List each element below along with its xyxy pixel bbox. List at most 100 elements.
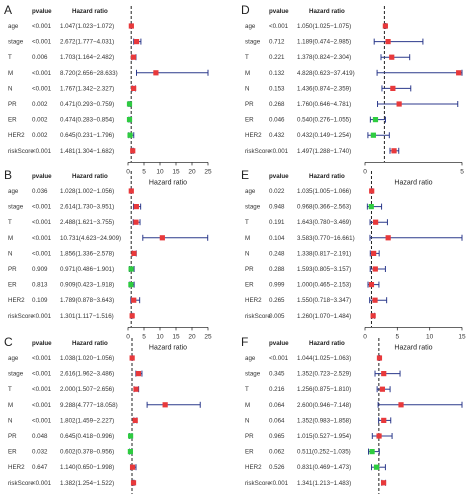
variable-label: age [245, 355, 256, 362]
pvalue-label: 0.813 [32, 282, 48, 289]
hazard-ratio-header: Hazard ratio [72, 173, 108, 180]
pvalue-label: <0.001 [32, 148, 52, 155]
x-tick-label: 0 [363, 168, 367, 175]
pvalue-header: pvalue [32, 173, 52, 180]
pvalue-label: <0.001 [32, 313, 52, 320]
variable-label: riskScore [245, 313, 271, 320]
hr-ci-label: 1.028(1.002−1.056) [60, 188, 114, 195]
x-tick-label: 5 [460, 168, 464, 175]
hr-ci-label: 0.540(0.276−1.055) [297, 117, 351, 124]
hr-marker [128, 188, 134, 194]
panel-letter: A [4, 3, 12, 17]
hr-marker [370, 313, 376, 319]
x-axis-title: Hazard ratio [149, 179, 187, 186]
hr-marker [131, 250, 137, 256]
x-tick-label: 0 [363, 333, 367, 340]
x-axis-title: Hazard ratio [394, 344, 432, 351]
hr-ci-label: 4.828(0.623−37.419) [297, 70, 355, 77]
variable-label: ER [245, 117, 254, 124]
hr-ci-label: 0.645(0.418−0.996) [60, 433, 114, 440]
hr-marker [133, 219, 139, 225]
variable-label: age [8, 23, 19, 30]
pvalue-label: 0.104 [269, 235, 285, 242]
pvalue-label: <0.001 [32, 85, 52, 92]
variable-label: PR [8, 101, 17, 108]
hr-marker [126, 117, 133, 123]
variable-label: M [8, 70, 13, 77]
hr-ci-label: 1.352(0.723−2.529) [297, 371, 351, 378]
hr-marker [456, 70, 462, 76]
hr-ci-label: 2.614(1.730−3.951) [60, 204, 114, 211]
hr-marker [128, 282, 134, 288]
hr-ci-label: 1.260(1.070−1.484) [297, 313, 351, 320]
hazard-ratio-header: Hazard ratio [72, 340, 108, 347]
hr-ci-label: 1.352(0.983−1.858) [297, 417, 351, 424]
panel-letter: C [4, 335, 13, 349]
variable-label: stage [245, 39, 261, 46]
variable-label: M [245, 70, 250, 77]
variable-label: ER [8, 449, 17, 456]
hr-marker [391, 148, 397, 154]
pvalue-label: 0.265 [269, 297, 285, 304]
pvalue-label: <0.001 [32, 219, 52, 226]
hr-marker [369, 449, 375, 455]
pvalue-label: 0.036 [32, 188, 48, 195]
pvalue-label: <0.001 [32, 371, 52, 378]
hr-marker [127, 433, 134, 439]
hr-marker [131, 85, 137, 91]
pvalue-label: <0.001 [32, 39, 52, 46]
pvalue-label: 0.345 [269, 371, 285, 378]
variable-label: age [8, 188, 19, 195]
hr-ci-label: 1.436(0.874−2.359) [297, 85, 351, 92]
variable-label: age [245, 188, 256, 195]
x-tick-label: 15 [172, 333, 180, 340]
hr-ci-label: 0.831(0.469−1.473) [297, 464, 351, 471]
hr-marker [372, 297, 378, 303]
hr-ci-label: 1.802(1.459−2.227) [60, 417, 114, 424]
pvalue-label: 0.048 [32, 433, 48, 440]
variable-label: PR [8, 266, 17, 273]
hr-ci-label: 0.971(0.486−1.901) [60, 266, 114, 273]
variable-label: stage [8, 371, 24, 378]
x-tick-label: 5 [396, 333, 400, 340]
variable-label: N [8, 250, 12, 257]
pvalue-label: 0.132 [269, 70, 285, 77]
hr-marker [127, 132, 133, 138]
variable-label: N [8, 417, 12, 424]
hr-marker [372, 117, 379, 123]
hr-ci-label: 2.000(1.507−2.656) [60, 386, 114, 393]
pvalue-label: 0.022 [269, 188, 285, 195]
pvalue-label: <0.001 [269, 355, 289, 362]
variable-label: HER2 [245, 297, 262, 304]
hr-marker [390, 85, 396, 91]
hr-marker [135, 371, 142, 377]
hr-ci-label: 0.511(0.252−1.035) [297, 449, 351, 456]
hr-marker [127, 449, 134, 455]
x-tick-label: 10 [156, 168, 164, 175]
hr-ci-label: 1.856(1.336−2.578) [60, 250, 114, 257]
hr-ci-label: 1.481(1.304−1.682) [60, 148, 114, 155]
hr-ci-label: 1.767(1.342−2.327) [60, 85, 114, 92]
pvalue-label: <0.001 [32, 204, 52, 211]
variable-label: N [8, 85, 12, 92]
hr-ci-label: 0.602(0.378−0.956) [60, 449, 114, 456]
hr-marker [128, 23, 134, 29]
variable-label: HER2 [8, 297, 25, 304]
pvalue-label: 0.191 [269, 219, 285, 226]
hr-marker [159, 235, 165, 241]
variable-label: PR [245, 266, 254, 273]
pvalue-label: 0.712 [269, 39, 285, 46]
variable-label: stage [8, 39, 24, 46]
pvalue-label: 0.064 [269, 402, 285, 409]
pvalue-label: 0.909 [32, 266, 48, 273]
x-tick-label: 15 [458, 333, 466, 340]
variable-label: ER [8, 282, 17, 289]
hr-ci-label: 1.256(0.875−1.810) [297, 386, 351, 393]
variable-label: N [245, 250, 249, 257]
hr-ci-label: 2.616(1.962−3.486) [60, 371, 114, 378]
x-tick-label: 20 [188, 168, 196, 175]
